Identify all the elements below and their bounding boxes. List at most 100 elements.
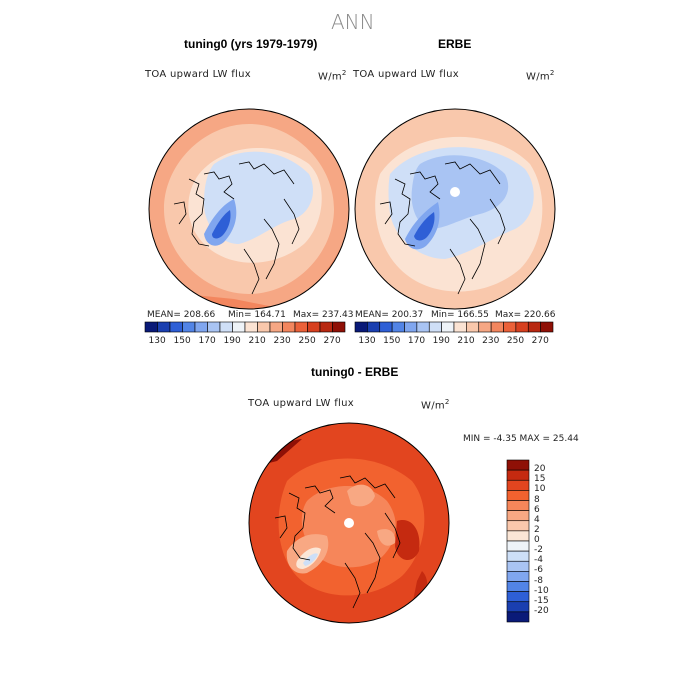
- colorbar-swatch: [244, 321, 258, 333]
- colorbar-swatch: [194, 321, 208, 333]
- colorbar-swatch: [506, 581, 530, 592]
- colorbar-tick-label: 230: [482, 336, 500, 346]
- colorbar-swatch: [404, 321, 418, 333]
- colorbar-swatch: [506, 540, 530, 552]
- colorbar-swatch: [506, 500, 530, 511]
- panel2-title: ERBE: [438, 37, 472, 51]
- colorbar-swatch: [515, 321, 529, 333]
- panel2-mean: MEAN= 200.37: [355, 310, 424, 320]
- colorbar-tick-label: -15: [534, 595, 549, 606]
- colorbar-swatch: [157, 321, 171, 333]
- panel3-field-dark2: [395, 520, 428, 606]
- colorbar-swatch: [478, 321, 492, 333]
- colorbar-tick-label: 150: [173, 336, 191, 346]
- colorbar-swatch: [319, 321, 333, 333]
- panel3-title: tuning0 - ERBE: [311, 365, 399, 379]
- panel2-pole-hole: [450, 187, 460, 197]
- colorbar-swatch: [282, 321, 296, 333]
- colorbar-swatch: [269, 321, 283, 333]
- colorbar-swatch: [503, 321, 517, 333]
- colorbar-swatch: [506, 510, 530, 522]
- colorbar-swatch: [490, 321, 504, 333]
- colorbar-swatch: [506, 520, 530, 532]
- colorbar-swatch: [506, 490, 530, 501]
- colorbar-swatch: [441, 321, 455, 333]
- panel1-map-border: [148, 108, 350, 310]
- colorbar-swatch: [506, 459, 530, 471]
- colorbar-tick-label: 130: [358, 336, 376, 346]
- colorbar-swatch: [219, 321, 233, 333]
- panel1-min: Min= 164.71: [228, 310, 286, 320]
- panel2-field-coldest: [414, 212, 435, 241]
- colorbar-tick-label: 170: [407, 336, 426, 346]
- colorbar-swatch: [232, 321, 246, 333]
- colorbar-swatch: [506, 530, 530, 542]
- colorbar-swatch: [379, 321, 393, 333]
- panel3-colorbar-ticks: 20 15 10 8 6 4 2 0 -2 -4 -6 -8 -10 -15 -20: [532, 460, 562, 622]
- colorbar-tick-label: 190: [223, 336, 241, 346]
- colorbar-tick-label: -6: [534, 565, 543, 576]
- panel3-field-neg: [303, 553, 318, 566]
- colorbar-swatch: [307, 321, 321, 333]
- colorbar-swatch: [506, 571, 530, 582]
- panel1-title: tuning0 (yrs 1979-1979): [184, 37, 318, 51]
- panel2-colorbar: [354, 321, 554, 333]
- panel3-colorbar: [506, 459, 530, 623]
- colorbar-swatch: [506, 591, 530, 603]
- panel2-variable: TOA upward LW flux: [353, 69, 459, 80]
- colorbar-tick-label: 8: [534, 494, 540, 505]
- colorbar-swatch: [207, 321, 221, 333]
- colorbar-swatch: [367, 321, 381, 333]
- colorbar-swatch: [466, 321, 480, 333]
- panel1-max: Max= 237.43: [293, 310, 354, 320]
- colorbar-swatch: [506, 601, 530, 613]
- colorbar-swatch: [182, 321, 196, 333]
- panel1-polar-map: [148, 108, 350, 310]
- panel2-max: Max= 220.66: [495, 310, 556, 320]
- panel3-polar-map: [248, 422, 450, 624]
- colorbar-tick-label: -20: [534, 605, 549, 616]
- colorbar-swatch: [294, 321, 308, 333]
- colorbar-tick-label: 270: [531, 336, 549, 346]
- colorbar-tick-label: 210: [248, 336, 266, 346]
- colorbar-tick-label: 6: [534, 504, 540, 515]
- panel3-units: W/m2: [421, 398, 450, 412]
- panel2-min: Min= 166.55: [431, 310, 489, 320]
- panel1-mean: MEAN= 208.66: [147, 310, 216, 320]
- colorbar-swatch: [416, 321, 430, 333]
- colorbar-swatch: [354, 321, 368, 333]
- colorbar-tick-label: 270: [323, 336, 341, 346]
- colorbar-swatch: [506, 550, 530, 562]
- colorbar-tick-label: 190: [432, 336, 450, 346]
- colorbar-swatch: [144, 321, 158, 333]
- panel1-variable: TOA upward LW flux: [145, 69, 251, 80]
- panel2-polar-map: [354, 108, 556, 310]
- panel3-map-border: [248, 422, 450, 624]
- panel2-map-border: [354, 108, 556, 310]
- colorbar-swatch: [506, 479, 530, 491]
- colorbar-tick-label: 250: [506, 336, 525, 346]
- colorbar-tick-label: 4: [534, 514, 540, 525]
- panel2-colorbar-ticks: 130 150 170 190 210 230 250 270: [355, 336, 553, 348]
- colorbar-swatch: [506, 560, 530, 572]
- panel2-units: W/m2: [526, 69, 555, 83]
- colorbar-tick-label: -2: [534, 545, 543, 556]
- colorbar-swatch: [540, 321, 554, 333]
- panel1-field-coldest: [212, 210, 231, 239]
- colorbar-tick-label: -4: [534, 555, 543, 566]
- panel3-pole-hole: [344, 518, 354, 528]
- colorbar-tick-label: 250: [298, 336, 316, 346]
- colorbar-tick-label: 2: [534, 524, 540, 535]
- panel3-variable: TOA upward LW flux: [248, 398, 354, 409]
- colorbar-swatch: [169, 321, 183, 333]
- colorbar-tick-label: -10: [534, 585, 549, 596]
- colorbar-tick-label: 20: [534, 464, 546, 475]
- colorbar-tick-label: 15: [534, 474, 546, 485]
- colorbar-swatch: [506, 611, 530, 623]
- panel1-units: W/m2: [318, 69, 347, 83]
- colorbar-swatch: [453, 321, 467, 333]
- panel3-minmax: MIN = -4.35 MAX = 25.44: [463, 434, 579, 444]
- colorbar-swatch: [527, 321, 541, 333]
- figure-title: ANN: [331, 10, 375, 34]
- colorbar-swatch: [257, 321, 271, 333]
